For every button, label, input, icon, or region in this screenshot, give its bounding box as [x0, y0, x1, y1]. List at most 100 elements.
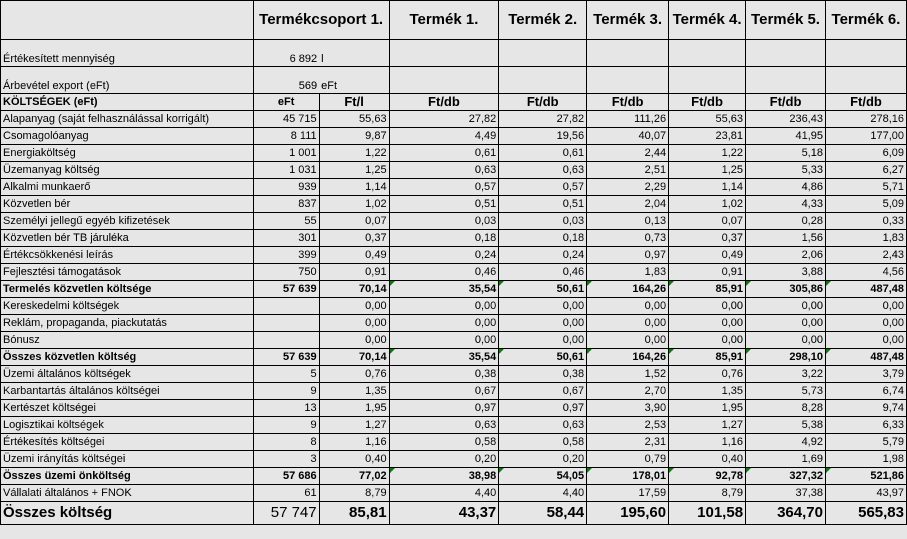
cost-value-cell[interactable]: 3 [252, 450, 320, 468]
cost-value-cell[interactable]: 0,40 [668, 450, 747, 468]
header-product-group[interactable]: Termékcsoport 1. [252, 0, 390, 40]
cost-value-cell[interactable]: 305,86 [745, 280, 826, 298]
cost-value-cell[interactable]: 0,00 [586, 314, 670, 332]
cost-value-cell[interactable]: 0,20 [388, 450, 500, 468]
empty-cell[interactable] [498, 39, 588, 67]
cost-value-cell[interactable]: 0,67 [498, 382, 588, 400]
cost-value-cell[interactable]: 37,38 [745, 484, 826, 502]
total-cost-value[interactable]: 43,37 [388, 501, 500, 525]
cost-value-cell[interactable]: 0,00 [318, 331, 390, 349]
cost-value-cell[interactable]: 57 686 [252, 467, 320, 485]
cost-value-cell[interactable]: 1,14 [668, 178, 747, 196]
total-cost-value[interactable]: 58,44 [498, 501, 588, 525]
total-cost-value[interactable]: 364,70 [745, 501, 826, 525]
cost-value-cell[interactable]: 27,82 [388, 110, 500, 128]
cost-value-cell[interactable]: 0,07 [668, 212, 747, 230]
cost-value-cell[interactable]: 0,57 [498, 178, 588, 196]
cost-value-cell[interactable]: 35,54 [388, 348, 500, 366]
total-cost-value[interactable]: 565,83 [824, 501, 907, 525]
export-revenue-label[interactable]: Árbevétel export (eFt) [0, 66, 254, 94]
cost-value-cell[interactable]: 0,00 [668, 297, 747, 315]
cost-value-cell[interactable]: 6,27 [824, 161, 907, 179]
cost-value-cell[interactable]: 521,86 [824, 467, 907, 485]
cost-value-cell[interactable]: 487,48 [824, 348, 907, 366]
cost-row-label[interactable]: Üzemanyag költség [0, 161, 254, 179]
cost-value-cell[interactable]: 1,98 [824, 450, 907, 468]
cost-value-cell[interactable]: 55,63 [668, 110, 747, 128]
empty-cell[interactable] [745, 39, 826, 67]
cost-value-cell[interactable]: 3,79 [824, 365, 907, 383]
cost-value-cell[interactable]: 0,38 [498, 365, 588, 383]
cost-value-cell[interactable]: 1 001 [252, 144, 320, 162]
cost-value-cell[interactable]: 0,97 [586, 246, 670, 264]
cost-value-cell[interactable]: 2,29 [586, 178, 670, 196]
cost-value-cell[interactable]: 0,91 [318, 263, 390, 281]
cost-value-cell[interactable]: 1,52 [586, 365, 670, 383]
empty-cell[interactable] [824, 66, 907, 94]
cost-value-cell[interactable]: 0,00 [745, 297, 826, 315]
total-cost-value[interactable]: 57 747 [252, 501, 320, 525]
cost-value-cell[interactable]: 0,00 [498, 297, 588, 315]
unit-cell[interactable]: eFt [252, 93, 320, 111]
cost-value-cell[interactable]: 399 [252, 246, 320, 264]
cost-value-cell[interactable]: 9,87 [318, 127, 390, 145]
cost-value-cell[interactable]: 0,49 [318, 246, 390, 264]
cost-row-label[interactable]: Személyi jellegű egyéb kifizetések [0, 212, 254, 230]
unit-cell[interactable]: Ft/l [318, 93, 390, 111]
cost-value-cell[interactable]: 35,54 [388, 280, 500, 298]
cost-row-label[interactable]: Energiaköltség [0, 144, 254, 162]
cost-value-cell[interactable]: 0,46 [388, 263, 500, 281]
cost-value-cell[interactable]: 8,28 [745, 399, 826, 417]
cost-value-cell[interactable]: 837 [252, 195, 320, 213]
sold-quantity-value[interactable]: 6 892 [252, 39, 320, 67]
cost-value-cell[interactable]: 0,00 [388, 331, 500, 349]
cost-value-cell[interactable]: 55 [252, 212, 320, 230]
header-product-6[interactable]: Termék 6. [824, 0, 907, 40]
cost-row-label[interactable]: Bónusz [0, 331, 254, 349]
cost-value-cell[interactable]: 5,79 [824, 433, 907, 451]
cost-value-cell[interactable]: 1,95 [318, 399, 390, 417]
cost-value-cell[interactable]: 0,63 [388, 416, 500, 434]
cost-value-cell[interactable]: 13 [252, 399, 320, 417]
cost-value-cell[interactable]: 0,61 [498, 144, 588, 162]
unit-cell[interactable]: Ft/db [824, 93, 907, 111]
cost-value-cell[interactable]: 0,03 [388, 212, 500, 230]
empty-cell[interactable] [498, 66, 588, 94]
cost-value-cell[interactable]: 0,00 [824, 314, 907, 332]
cost-value-cell[interactable]: 0,46 [498, 263, 588, 281]
empty-cell[interactable] [824, 39, 907, 67]
cost-value-cell[interactable]: 939 [252, 178, 320, 196]
cost-value-cell[interactable]: 0,00 [498, 314, 588, 332]
cost-value-cell[interactable]: 9 [252, 382, 320, 400]
export-revenue-unit[interactable]: eFt [319, 66, 390, 94]
cost-row-label[interactable]: Összes üzemi önköltség [0, 467, 254, 485]
cost-value-cell[interactable]: 1,56 [745, 229, 826, 247]
cost-value-cell[interactable]: 70,14 [318, 280, 390, 298]
cost-value-cell[interactable]: 1,69 [745, 450, 826, 468]
empty-cell[interactable] [745, 66, 826, 94]
cost-value-cell[interactable]: 3,90 [586, 399, 670, 417]
cost-row-label[interactable]: Csomagolóanyag [0, 127, 254, 145]
cost-value-cell[interactable]: 0,00 [318, 314, 390, 332]
cost-value-cell[interactable]: 301 [252, 229, 320, 247]
cost-value-cell[interactable]: 41,95 [745, 127, 826, 145]
cost-value-cell[interactable]: 0,07 [318, 212, 390, 230]
cost-value-cell[interactable]: 0,97 [498, 399, 588, 417]
empty-cell[interactable] [388, 39, 500, 67]
cost-value-cell[interactable]: 55,63 [318, 110, 390, 128]
total-cost-value[interactable]: 85,81 [318, 501, 390, 525]
cost-value-cell[interactable]: 178,01 [586, 467, 670, 485]
cost-value-cell[interactable]: 4,56 [824, 263, 907, 281]
cost-row-label[interactable]: Kertészet költségei [0, 399, 254, 417]
unit-cell[interactable]: Ft/db [668, 93, 747, 111]
cost-value-cell[interactable]: 8 111 [252, 127, 320, 145]
cost-value-cell[interactable]: 0,91 [668, 263, 747, 281]
cost-value-cell[interactable] [252, 314, 320, 332]
cost-value-cell[interactable]: 0,37 [318, 229, 390, 247]
cost-value-cell[interactable]: 327,32 [745, 467, 826, 485]
cost-value-cell[interactable]: 9 [252, 416, 320, 434]
unit-cell[interactable]: Ft/db [498, 93, 588, 111]
cost-value-cell[interactable]: 2,51 [586, 161, 670, 179]
cost-value-cell[interactable]: 57 639 [252, 348, 320, 366]
cost-value-cell[interactable]: 1,83 [824, 229, 907, 247]
